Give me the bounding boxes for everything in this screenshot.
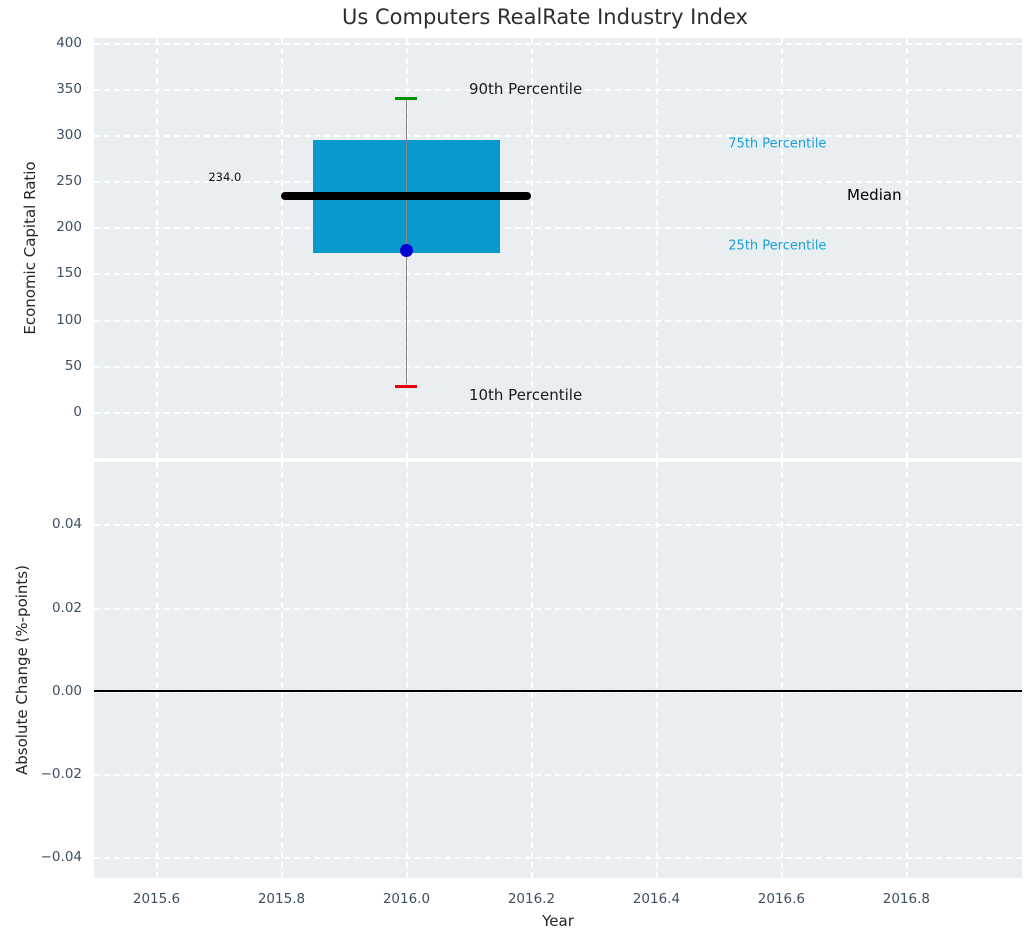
x-tick-label: 2015.8 (257, 891, 306, 907)
annotation-p25-label: 25th Percentile (728, 238, 827, 254)
x-tick-label: 2016.0 (382, 891, 431, 907)
y-gridline (94, 181, 1022, 184)
top-plot-area (94, 38, 1022, 458)
x-axis-label: Year (542, 912, 574, 930)
y-gridline (94, 319, 1022, 322)
x-gridline (781, 38, 784, 458)
x-tick-label: 2016.2 (507, 891, 556, 907)
annotation-p90-label: 90th Percentile (468, 79, 583, 98)
y-gridline (94, 774, 1022, 776)
y-tick-label: 250 (56, 173, 82, 190)
y-tick-label: 0.00 (51, 682, 82, 699)
x-gridline (531, 462, 534, 878)
company-point (399, 243, 413, 257)
y-gridline (94, 365, 1022, 368)
annotation-median-value-label: 234.0 (208, 170, 242, 185)
x-gridline (906, 38, 909, 458)
p90-cap (395, 96, 418, 100)
y-tick-label: 400 (56, 34, 82, 51)
y-gridline (94, 857, 1022, 860)
annotation-p10-label: 10th Percentile (468, 386, 583, 405)
y-tick-label: 200 (56, 219, 82, 236)
bottom-plot-area (94, 462, 1022, 878)
y-tick-label: −0.02 (40, 766, 82, 782)
chart-title: Us Computers RealRate Industry Index (342, 5, 748, 29)
x-gridline (781, 462, 784, 878)
top-y-axis-label: Economic Capital Ratio (21, 161, 39, 335)
y-tick-label: 0.04 (51, 516, 82, 533)
y-tick-label: 150 (56, 265, 82, 282)
x-tick-label: 2016.8 (882, 891, 930, 907)
y-tick-label: 350 (56, 80, 82, 97)
x-gridline (156, 38, 159, 458)
y-tick-label: 100 (56, 311, 82, 328)
annotation-p75-label: 75th Percentile (728, 136, 827, 152)
y-gridline (94, 227, 1022, 230)
y-gridline (94, 42, 1022, 45)
y-tick-label: 0.02 (51, 599, 82, 616)
x-gridline (281, 38, 284, 458)
y-tick-label: −0.04 (40, 849, 82, 866)
x-gridline (906, 462, 909, 878)
p10-cap (395, 384, 418, 388)
y-gridline (94, 88, 1022, 91)
y-tick-label: 50 (64, 357, 82, 374)
y-gridline (94, 607, 1022, 610)
y-gridline (94, 134, 1022, 137)
x-gridline (656, 38, 659, 458)
x-tick-label: 2016.6 (757, 891, 806, 907)
y-gridline (94, 411, 1022, 414)
x-gridline (156, 462, 159, 878)
x-gridline (531, 38, 534, 458)
zero-reference-line (94, 690, 1022, 692)
y-tick-label: 300 (56, 126, 82, 143)
y-gridline (94, 690, 1022, 693)
x-tick-label: 2015.6 (132, 891, 181, 907)
x-gridline (656, 462, 659, 878)
median-line (281, 191, 532, 200)
x-gridline (406, 462, 409, 878)
y-gridline (94, 273, 1022, 276)
annotation-median-label: Median (847, 185, 902, 204)
x-gridline (281, 462, 284, 878)
x-tick-label: 2016.4 (632, 891, 681, 907)
y-gridline (94, 524, 1022, 527)
y-tick-label: 0 (73, 403, 82, 420)
whisker-line (405, 98, 408, 386)
